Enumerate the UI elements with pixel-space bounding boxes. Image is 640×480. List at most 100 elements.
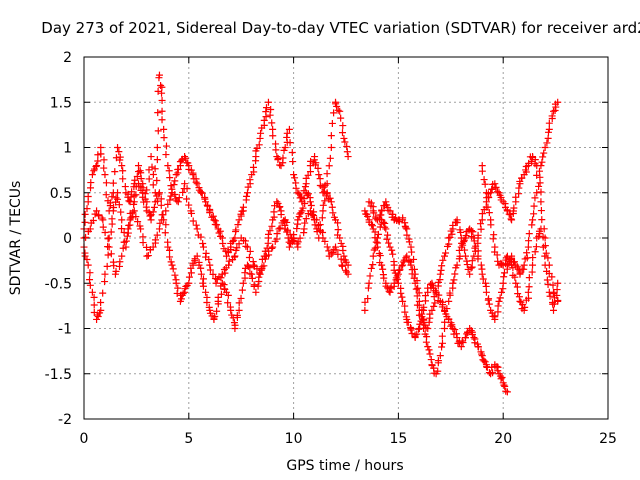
data-point-interp	[368, 222, 376, 230]
data-point	[512, 279, 520, 287]
data-point-interp	[377, 211, 385, 219]
data-point-interp	[203, 299, 211, 307]
series	[361, 98, 562, 378]
data-point-interp	[413, 330, 421, 338]
data-point-interp	[119, 175, 127, 183]
data-point-interp	[245, 254, 253, 262]
data-point-interp	[537, 188, 545, 196]
data-point-interp	[158, 96, 166, 104]
data-point-interp	[337, 255, 345, 263]
data-point	[453, 334, 461, 342]
data-point-interp	[248, 274, 256, 282]
data-point-interp	[379, 218, 387, 226]
data-point-interp	[371, 234, 379, 242]
data-point-interp	[249, 163, 257, 171]
data-point	[273, 153, 281, 161]
data-point-interp	[468, 257, 476, 265]
data-point-interp	[477, 220, 485, 228]
data-point-interp	[334, 250, 342, 258]
data-point-interp	[158, 216, 166, 224]
data-point	[386, 243, 394, 251]
data-point-interp	[83, 256, 91, 264]
data-point-interp	[310, 211, 318, 219]
data-point	[482, 189, 490, 197]
data-point-interp	[384, 231, 392, 239]
data-point	[533, 162, 541, 170]
data-point-interp	[410, 255, 418, 263]
data-point-interp	[450, 276, 458, 284]
data-point-interp	[337, 239, 345, 247]
data-point-interp	[459, 241, 467, 249]
data-point-interp	[389, 250, 397, 258]
data-point-interp	[370, 209, 378, 217]
data-point-interp	[395, 266, 403, 274]
data-point-interp	[294, 238, 302, 246]
data-point-interp	[102, 191, 110, 199]
data-point-interp	[332, 246, 340, 254]
data-point-interp	[300, 195, 308, 203]
data-point-interp	[229, 238, 237, 246]
data-point-interp	[148, 163, 156, 171]
data-point-interp	[311, 161, 319, 169]
data-point	[197, 270, 205, 278]
data-point-interp	[368, 220, 376, 228]
data-point	[269, 125, 277, 133]
data-point-interp	[441, 318, 449, 326]
data-point-interp	[474, 255, 482, 263]
data-point-interp	[401, 219, 409, 227]
data-point-interp	[410, 265, 418, 273]
data-point-interp	[197, 233, 205, 241]
data-point-interp	[189, 217, 197, 225]
data-point-interp	[99, 223, 107, 231]
data-point-interp	[427, 356, 435, 364]
data-point-interp	[107, 228, 115, 236]
data-point-interp	[289, 158, 297, 166]
data-point	[155, 189, 163, 197]
data-point	[508, 216, 516, 224]
data-point-interp	[103, 262, 111, 270]
data-point-interp	[118, 225, 126, 233]
data-point	[260, 116, 268, 124]
data-point-interp	[339, 122, 347, 130]
data-point	[491, 180, 499, 188]
data-point-interp	[97, 150, 105, 158]
data-point-interp	[381, 223, 389, 231]
data-point-interp	[262, 108, 270, 116]
data-point-interp	[462, 232, 470, 240]
data-point-interp	[132, 191, 140, 199]
data-point	[193, 225, 201, 233]
y-tick-label: -1.5	[45, 367, 72, 383]
data-point-interp	[215, 229, 223, 237]
data-point	[482, 288, 490, 296]
data-point-interp	[171, 271, 179, 279]
data-point-interp	[393, 272, 401, 280]
data-point-interp	[382, 282, 390, 290]
data-point	[118, 216, 126, 224]
data-point	[311, 153, 319, 161]
data-point-interp	[291, 174, 299, 182]
chart-title: Day 273 of 2021, Sidereal Day-to-day VTE…	[41, 19, 640, 37]
data-point-interp	[461, 246, 469, 254]
data-point-interp	[364, 284, 372, 292]
data-point-interp	[158, 83, 166, 91]
data-point	[386, 207, 394, 215]
data-point-interp	[415, 301, 423, 309]
data-point	[478, 270, 486, 278]
data-point-interp	[216, 232, 224, 240]
data-point-interp	[481, 180, 489, 188]
data-point	[199, 243, 207, 251]
data-point	[223, 252, 231, 260]
data-point	[495, 297, 503, 305]
data-point-interp	[412, 285, 420, 293]
data-point-interp	[525, 230, 533, 238]
data-point	[436, 352, 444, 360]
data-point-interp	[404, 318, 412, 326]
data-point	[118, 252, 126, 260]
data-point-interp	[550, 300, 558, 308]
data-point	[432, 288, 440, 296]
data-point	[264, 98, 272, 106]
data-point-interp	[525, 237, 533, 245]
data-point	[441, 325, 449, 332]
data-point-interp	[243, 192, 251, 200]
data-point-interp	[383, 235, 391, 243]
